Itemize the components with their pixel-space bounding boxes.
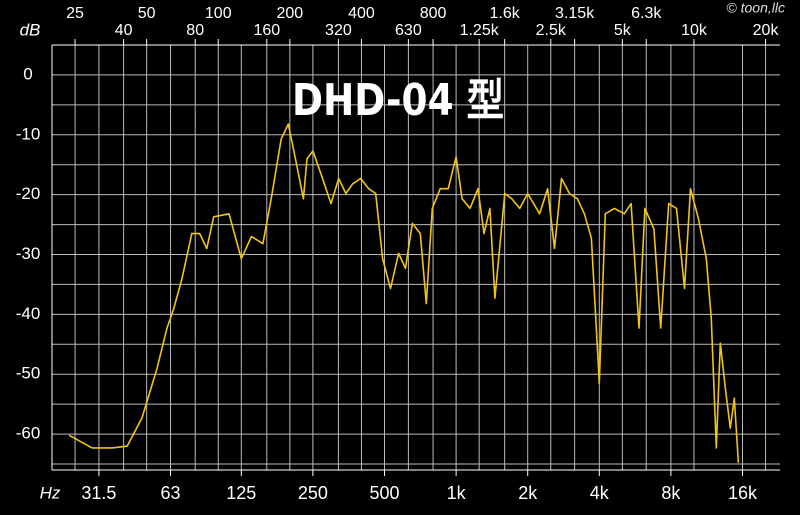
top-tick-label: 20k — [753, 22, 780, 39]
top-tick-label: 200 — [277, 5, 304, 22]
top-tick-label: 100 — [205, 5, 232, 22]
top-tick-label: 50 — [138, 5, 156, 22]
x-tick-label: 31.5 — [81, 483, 116, 503]
top-tick-label: 40 — [115, 22, 133, 39]
x-tick-label: 4k — [590, 483, 610, 503]
x-tick-label: 125 — [226, 483, 256, 503]
x-tick-label: 1k — [447, 483, 467, 503]
credit: © toon,llc — [726, 0, 785, 16]
y-axis-label: dB — [20, 20, 41, 39]
x-tick-label: 500 — [369, 483, 399, 503]
top-tick-label: 5k — [614, 22, 632, 39]
y-tick-label: -20 — [16, 184, 41, 203]
y-tick-label: -40 — [16, 304, 41, 323]
top-tick-label: 1.25k — [460, 22, 500, 39]
x-tick-label: 2k — [518, 483, 538, 503]
chart-title: DHD-04 型 — [292, 74, 504, 126]
data-line — [68, 123, 740, 463]
y-tick-label: -10 — [16, 124, 41, 143]
y-tick-label: -60 — [16, 424, 41, 443]
top-tick-label: 80 — [186, 22, 204, 39]
top-tick-label: 800 — [420, 5, 447, 22]
x-tick-label: 63 — [161, 483, 181, 503]
x-tick-label: 16k — [728, 483, 758, 503]
x-axis-label: Hz — [40, 483, 61, 502]
top-tick-label: 3.15k — [555, 5, 595, 22]
top-tick-label: 6.3k — [631, 5, 662, 22]
top-tick-label: 160 — [253, 22, 280, 39]
top-tick-label: 10k — [681, 22, 708, 39]
y-tick-label: 0 — [23, 64, 32, 83]
top-tick-label: 630 — [395, 22, 422, 39]
y-tick-label: -50 — [16, 364, 41, 383]
x-tick-label: 8k — [661, 483, 681, 503]
top-tick-label: 320 — [325, 22, 352, 39]
top-tick-label: 25 — [66, 5, 84, 22]
x-tick-label: 250 — [298, 483, 328, 503]
top-tick-label: 2.5k — [536, 22, 567, 39]
top-tick-label: 400 — [348, 5, 375, 22]
top-tick-label: 1.6k — [490, 5, 521, 22]
y-tick-label: -30 — [16, 244, 41, 263]
